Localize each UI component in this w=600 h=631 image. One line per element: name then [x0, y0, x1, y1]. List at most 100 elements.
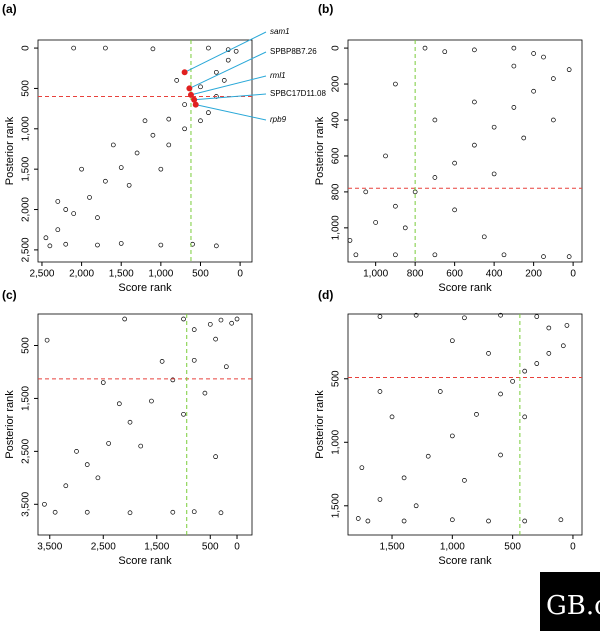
point: [437, 389, 443, 394]
point: [44, 337, 50, 343]
plot-frame: [37, 39, 253, 263]
logo: GB.c: [546, 591, 600, 621]
point: [522, 414, 528, 420]
point: [558, 517, 564, 523]
point: [43, 235, 49, 241]
point: [402, 225, 408, 231]
point: [510, 378, 515, 384]
point: [560, 343, 566, 349]
x-axis-title: Score rank: [118, 555, 172, 567]
point: [110, 142, 116, 148]
annotation-arrow: [190, 75, 267, 96]
point: [474, 411, 479, 417]
x-tick-label: 1,000: [148, 269, 173, 280]
point: [170, 509, 176, 515]
point: [47, 243, 53, 249]
x-tick-label: 0: [237, 269, 243, 280]
point: [393, 203, 398, 209]
point: [87, 195, 92, 200]
point: [213, 336, 218, 342]
point: [389, 414, 395, 420]
point: [393, 81, 398, 87]
panel-label: (b): [318, 2, 333, 16]
point: [118, 241, 124, 246]
point: [442, 49, 448, 55]
point: [142, 118, 148, 124]
annotation-label: rml1: [270, 71, 286, 80]
point: [531, 51, 536, 56]
y-axis-title: Posterior rank: [4, 116, 16, 185]
x-tick-label: 500: [192, 269, 209, 280]
point: [534, 314, 540, 319]
x-tick-label: 400: [486, 269, 503, 280]
point: [566, 67, 572, 73]
point: [213, 243, 219, 249]
highlight-point: [187, 91, 194, 98]
x-tick-label: 0: [234, 542, 240, 553]
point: [413, 503, 419, 509]
x-tick-label: 1,000: [363, 269, 388, 280]
point: [541, 54, 546, 60]
point: [218, 510, 224, 516]
point: [383, 153, 388, 159]
point: [100, 380, 106, 385]
y-tick-label: 2,000: [21, 197, 32, 222]
point: [103, 45, 108, 51]
point: [191, 327, 197, 332]
point: [511, 63, 517, 69]
point: [546, 351, 552, 356]
point: [42, 501, 47, 507]
point: [522, 368, 528, 374]
point: [486, 518, 491, 524]
point: [74, 449, 79, 454]
x-tick-label: 200: [525, 269, 542, 280]
highlight-point: [192, 101, 199, 108]
annotation-arrow: [184, 31, 267, 73]
y-tick-label: 3,500: [21, 491, 32, 516]
point: [95, 242, 100, 248]
point: [347, 238, 353, 243]
point: [150, 132, 156, 138]
point: [63, 241, 69, 247]
point: [95, 215, 100, 220]
logo-box: [540, 572, 600, 631]
point: [159, 359, 165, 364]
point: [213, 69, 219, 75]
point: [182, 126, 187, 132]
point: [127, 510, 133, 516]
point: [138, 443, 144, 449]
y-tick-label: 400: [331, 111, 342, 128]
point: [546, 325, 552, 331]
y-tick-label: 500: [21, 80, 32, 97]
point: [401, 518, 407, 524]
point: [225, 57, 231, 63]
y-tick-label: 200: [331, 75, 342, 92]
point: [158, 242, 164, 248]
point: [566, 254, 572, 259]
point: [55, 227, 61, 233]
y-axis-title: Posterior rank: [314, 116, 326, 185]
annotation-label: rpb9: [270, 115, 287, 124]
point: [422, 45, 428, 51]
x-tick-label: 2,500: [29, 269, 54, 280]
y-tick-label: 0: [331, 45, 342, 51]
point: [166, 116, 172, 122]
point: [198, 84, 203, 90]
point: [377, 314, 383, 319]
y-tick-label: 1,000: [331, 429, 342, 454]
point: [84, 509, 90, 515]
y-tick-label: 1,500: [21, 156, 32, 181]
point: [491, 171, 497, 177]
point: [71, 211, 77, 216]
point: [206, 45, 211, 51]
x-tick-label: 1,500: [144, 542, 169, 553]
point: [449, 338, 455, 344]
y-axis-title: Posterior rank: [4, 390, 16, 459]
point: [355, 516, 361, 521]
point: [63, 483, 69, 489]
y-tick-label: 500: [21, 337, 32, 354]
point: [498, 452, 503, 458]
panel-label: (a): [2, 2, 17, 16]
